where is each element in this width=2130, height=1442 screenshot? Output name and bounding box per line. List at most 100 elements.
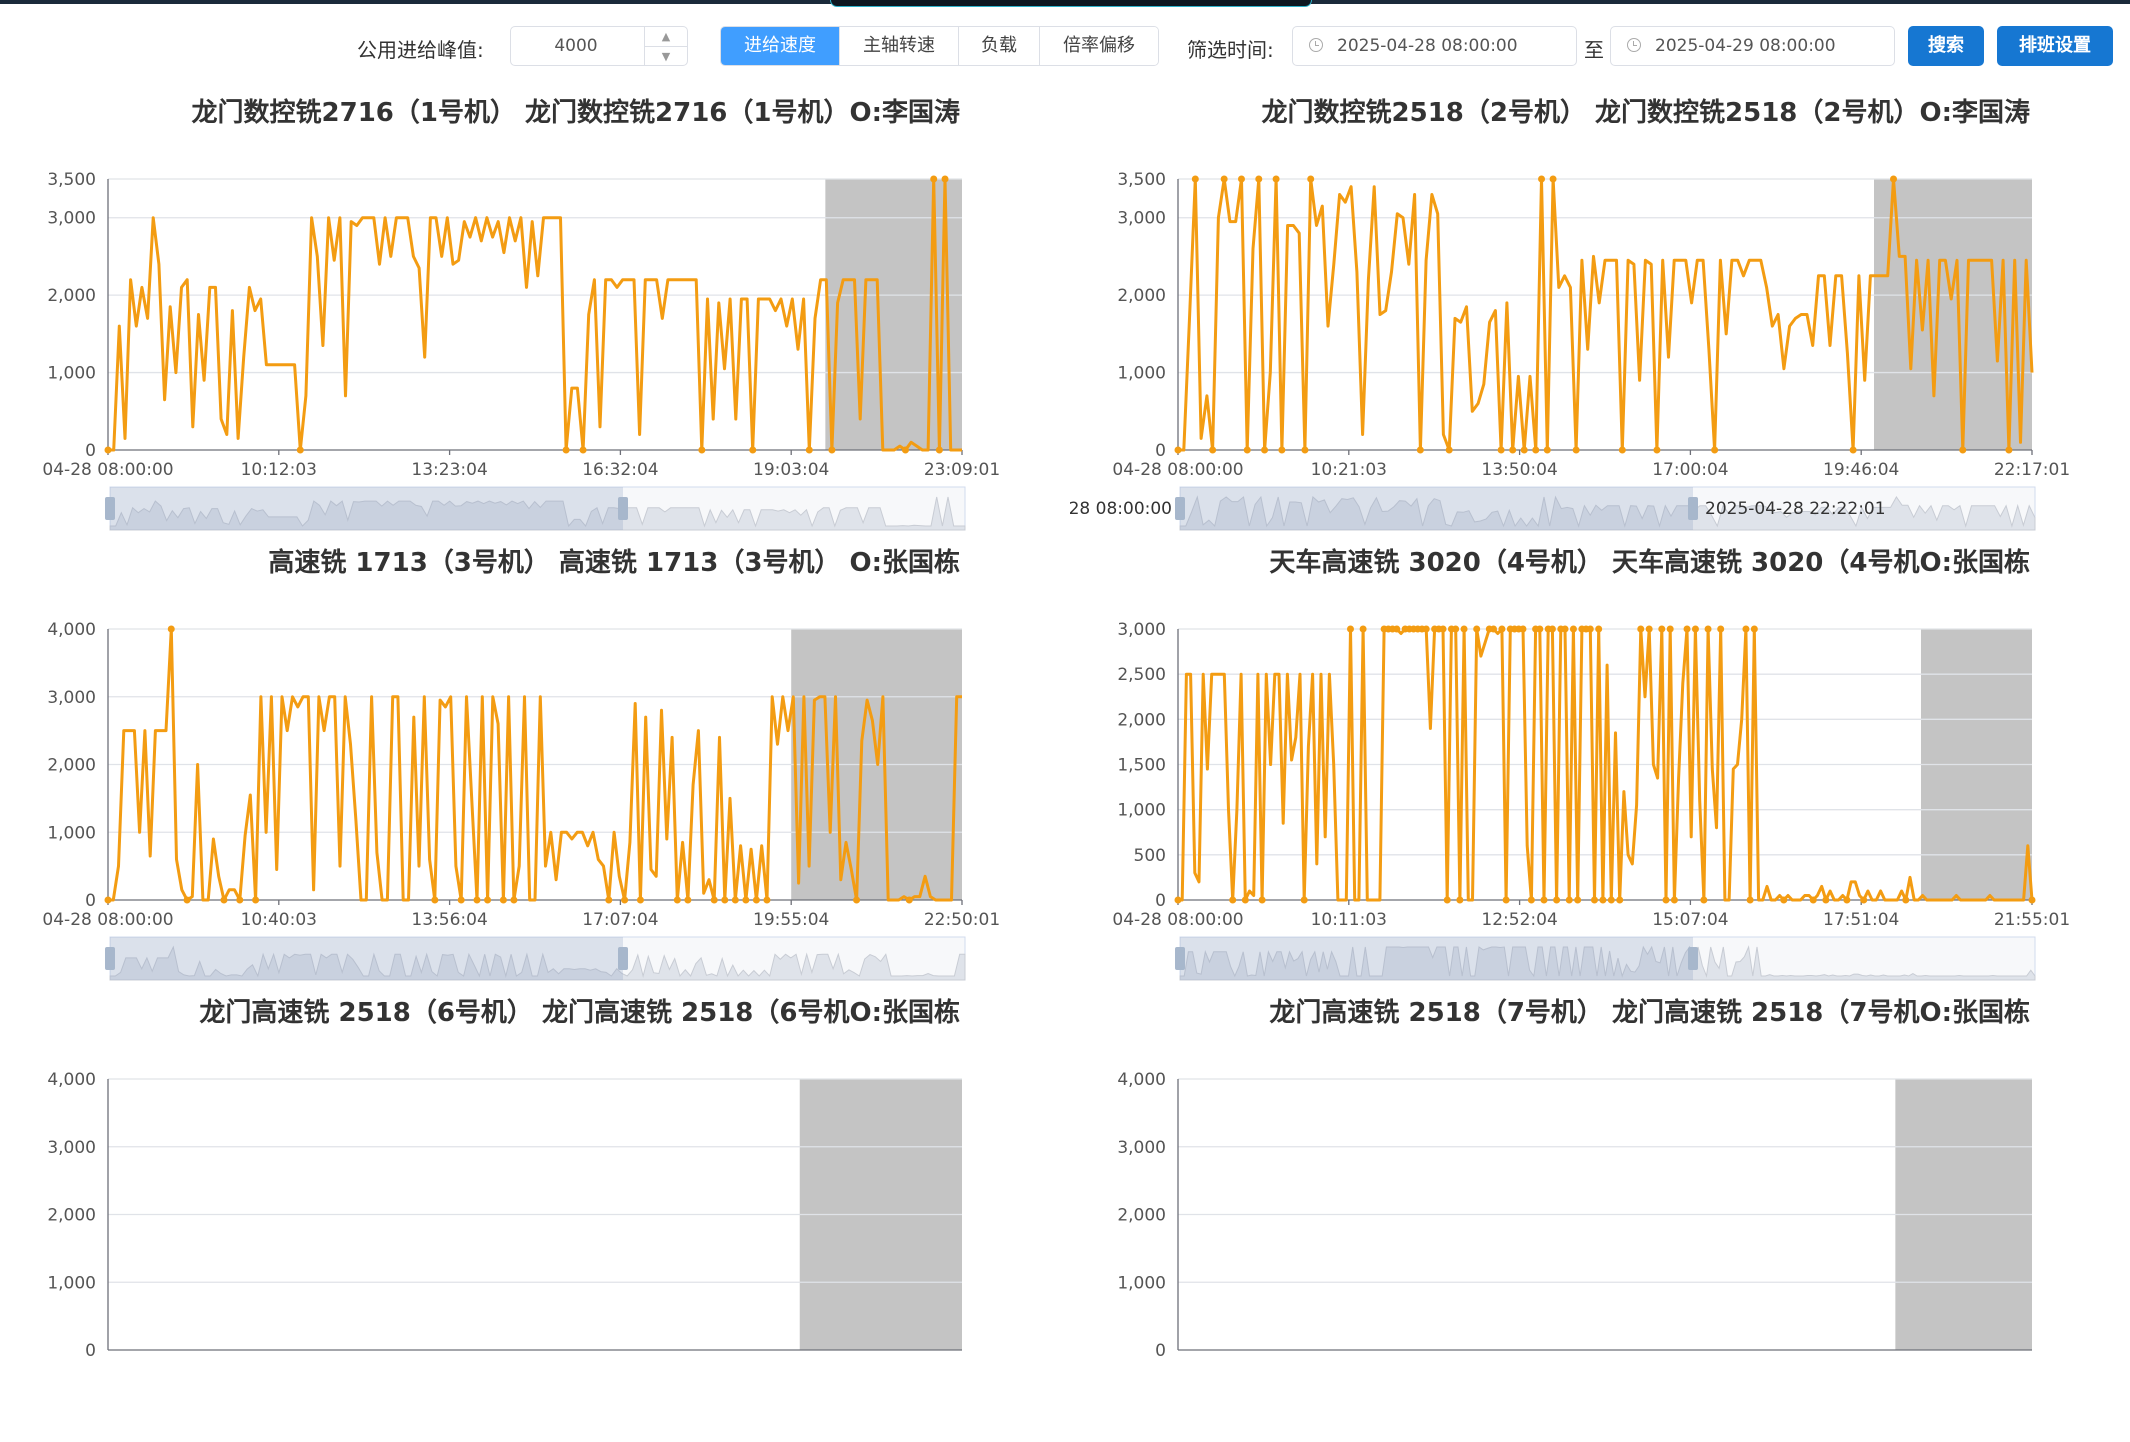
- decrement-icon[interactable]: ▼: [661, 50, 671, 63]
- zoom-handle[interactable]: [105, 947, 115, 970]
- zoom-handle[interactable]: [1688, 497, 1698, 520]
- data-point: [1300, 896, 1308, 904]
- data-point: [1255, 175, 1263, 183]
- data-point: [1700, 896, 1708, 904]
- zoom-handle[interactable]: [1175, 497, 1185, 520]
- metric-toggle-group: 进给速度 主轴转速 负载 倍率偏移: [720, 26, 1159, 66]
- data-point: [930, 175, 938, 183]
- x-tick-label: 04-28 08:00:00: [42, 460, 173, 480]
- zoom-preview-area: [109, 945, 966, 981]
- x-tick-label: 17:07:04: [582, 910, 658, 930]
- x-tick-label: 10:11:03: [1311, 910, 1387, 930]
- chart-title: 龙门数控铣2716（1号机） 龙门数控铣2716（1号机）O:李国涛: [191, 98, 960, 128]
- y-tick-label: 4,000: [1117, 1070, 1166, 1090]
- data-point: [749, 446, 757, 454]
- y-tick-label: 3,000: [1117, 209, 1166, 229]
- data-point: [1691, 625, 1699, 633]
- y-tick-label: 3,500: [47, 170, 96, 190]
- x-tick-label: 04-28 08:00:00: [1112, 460, 1243, 480]
- increment-icon[interactable]: ▲: [645, 27, 687, 47]
- chart-title: 龙门高速铣 2518（6号机） 龙门高速铣 2518（6号机O:张国栋: [199, 998, 960, 1028]
- y-tick-label: 3,500: [1117, 170, 1166, 190]
- line-chart[interactable]: 0 1,000 2,000 3,000 3,500 04-28 08:00:00 10:12…: [0, 92, 1060, 542]
- data-point: [1645, 625, 1653, 633]
- y-tick-label: 1,000: [47, 823, 96, 843]
- data-point: [905, 896, 913, 904]
- line-chart[interactable]: 0 1,000 2,000 3,000 4,000: [0, 992, 1060, 1442]
- y-tick-label: 1,000: [47, 364, 96, 384]
- data-point: [1637, 625, 1645, 633]
- data-point: [1301, 446, 1309, 454]
- end-time-picker[interactable]: 2025-04-29 08:00:00: [1610, 26, 1895, 66]
- data-point: [1443, 896, 1451, 904]
- zoom-handle[interactable]: [618, 947, 628, 970]
- zoom-handle[interactable]: [1688, 947, 1698, 970]
- filter-time-label: 筛选时间:: [1187, 38, 1274, 62]
- line-chart[interactable]: 0 1,000 2,000 3,000 4,000 04-28 08:00:00 10:40…: [0, 542, 1060, 992]
- peak-input[interactable]: 4000 ▲ ▼: [510, 26, 688, 66]
- y-tick-label: 1,500: [1117, 756, 1166, 776]
- zoom-handle[interactable]: [618, 497, 628, 520]
- y-tick-label: 2,000: [1117, 710, 1166, 730]
- x-tick-label: 10:40:03: [241, 910, 317, 930]
- tab-spindle-speed[interactable]: 主轴转速: [840, 27, 959, 65]
- data-point: [1662, 896, 1670, 904]
- data-point: [1532, 446, 1540, 454]
- zoom-selection[interactable]: [1180, 487, 1693, 530]
- tab-load[interactable]: 负载: [959, 27, 1040, 65]
- series-line: [108, 177, 962, 452]
- data-point: [1243, 446, 1251, 454]
- y-tick-label: 0: [1155, 441, 1166, 461]
- zoom-selection[interactable]: [1180, 937, 1693, 980]
- zoom-end-label: 2025-04-28 22:22:01: [1705, 499, 1886, 519]
- zoom-selection[interactable]: [110, 487, 623, 530]
- data-point: [1307, 175, 1315, 183]
- chart-panel-2: 龙门数控铣2518（2号机） 龙门数控铣2518（2号机）O:李国涛 0 1,00…: [1070, 92, 2130, 542]
- schedule-settings-button[interactable]: 排班设置: [1997, 26, 2113, 66]
- data-point: [104, 896, 112, 904]
- data-point: [621, 896, 629, 904]
- data-point: [167, 625, 175, 633]
- data-point: [605, 896, 613, 904]
- zoom-preview-area: [109, 496, 966, 531]
- start-time-picker[interactable]: 2025-04-28 08:00:00: [1292, 26, 1577, 66]
- data-point: [1658, 625, 1666, 633]
- window-top-strip: [0, 0, 2130, 7]
- tab-feed-speed[interactable]: 进给速度: [721, 27, 840, 65]
- line-chart[interactable]: 0 1,000 2,000 3,000 3,500 04-28 08:00:00 10:21…: [1070, 92, 2130, 542]
- series-line: [1178, 177, 2034, 452]
- data-point: [1653, 446, 1661, 454]
- data-point: [935, 446, 943, 454]
- zoom-handle[interactable]: [105, 497, 115, 520]
- data-point: [1229, 896, 1237, 904]
- data-point: [236, 896, 244, 904]
- data-point: [510, 896, 518, 904]
- data-point: [828, 446, 836, 454]
- chart-panel-4: 天车高速铣 3020（4号机） 天车高速铣 3020（4号机O:张国栋 0 500…: [1070, 542, 2130, 992]
- y-tick-label: 2,000: [1117, 1206, 1166, 1226]
- y-tick-label: 1,000: [1117, 1273, 1166, 1293]
- data-point: [1670, 896, 1678, 904]
- data-point: [1574, 896, 1582, 904]
- zoom-handle[interactable]: [1175, 947, 1185, 970]
- y-tick-label: 0: [1155, 1341, 1166, 1361]
- x-tick-label: 13:23:04: [411, 460, 487, 480]
- y-tick-label: 1,000: [1117, 364, 1166, 384]
- zoom-selection[interactable]: [110, 937, 623, 980]
- data-point: [1959, 446, 1967, 454]
- x-tick-label: 04-28 08:00:00: [42, 910, 173, 930]
- line-chart[interactable]: 0 1,000 2,000 3,000 4,000: [1070, 992, 2130, 1442]
- data-point: [1241, 896, 1249, 904]
- data-point: [1498, 625, 1506, 633]
- line-chart[interactable]: 0 500 1,000 1,500 2,000 2,500 3,000 04-28 08:00…: [1070, 542, 2130, 992]
- search-button[interactable]: 搜索: [1908, 26, 1984, 66]
- data-point: [1452, 625, 1460, 633]
- data-point: [1497, 446, 1505, 454]
- zoom-preview-area: [1179, 945, 2036, 981]
- data-point: [579, 446, 587, 454]
- data-point: [183, 896, 191, 904]
- tab-override-offset[interactable]: 倍率偏移: [1040, 27, 1158, 65]
- x-tick-label: 17:00:04: [1652, 460, 1728, 480]
- x-tick-label: 16:32:04: [582, 460, 658, 480]
- peak-input-value[interactable]: 4000: [554, 36, 598, 56]
